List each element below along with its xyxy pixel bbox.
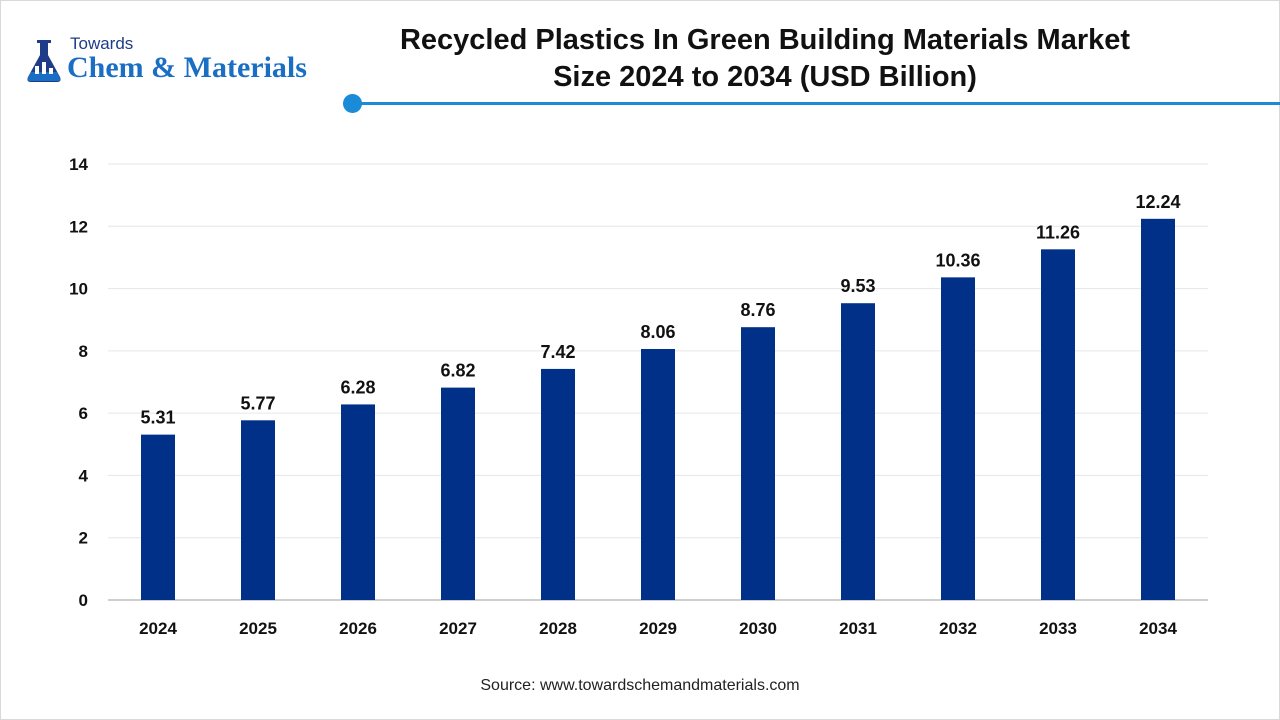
- brand-towards: Towards: [70, 34, 134, 53]
- y-tick-label: 2: [79, 529, 88, 548]
- data-label: 6.28: [340, 377, 375, 397]
- bar: [441, 387, 475, 600]
- y-tick-label: 6: [79, 404, 88, 423]
- chart-title-line-2: Size 2024 to 2034 (USD Billion): [553, 61, 977, 93]
- x-tick-label: 2033: [1039, 619, 1077, 638]
- data-label: 5.77: [240, 393, 275, 413]
- x-tick-label: 2024: [139, 619, 177, 638]
- title-rule: [352, 102, 1280, 105]
- bar: [241, 420, 275, 600]
- x-tick-label: 2028: [539, 619, 577, 638]
- flask-icon: [27, 40, 61, 82]
- brand-name: Chem & Materials: [67, 51, 307, 84]
- data-label: 6.82: [440, 361, 475, 381]
- chart-title: Recycled Plastics In Green Building Mate…: [330, 22, 1200, 96]
- x-tick-label: 2025: [239, 619, 277, 638]
- x-tick-label: 2032: [939, 619, 977, 638]
- chart-title-line-1: Recycled Plastics In Green Building Mate…: [399, 24, 1131, 56]
- y-tick-label: 0: [79, 591, 88, 610]
- data-label: 5.31: [140, 408, 175, 428]
- y-tick-label: 14: [69, 155, 88, 174]
- data-label: 12.24: [1135, 192, 1180, 212]
- title-rule-dot: [343, 94, 362, 113]
- bar: [541, 368, 575, 600]
- bar: [141, 434, 175, 600]
- y-tick-label: 10: [69, 280, 88, 299]
- data-label: 11.26: [1036, 222, 1080, 242]
- bar: [1041, 249, 1075, 600]
- y-tick-label: 8: [79, 342, 88, 361]
- data-label: 8.76: [740, 300, 775, 320]
- data-label: 7.42: [540, 342, 575, 362]
- data-label: 10.36: [935, 250, 980, 270]
- x-tick-label: 2029: [639, 619, 677, 638]
- x-tick-label: 2027: [439, 619, 477, 638]
- data-label: 9.53: [840, 276, 875, 296]
- bar: [341, 404, 375, 600]
- data-label: 8.06: [640, 322, 675, 342]
- bar: [641, 348, 675, 600]
- brand-logo: Towards Chem & Materials: [22, 34, 342, 90]
- bar: [1141, 218, 1175, 600]
- x-tick-label: 2034: [1139, 619, 1177, 638]
- x-tick-label: 2030: [739, 619, 777, 638]
- y-tick-label: 12: [69, 217, 88, 236]
- x-tick-label: 2031: [839, 619, 877, 638]
- bar: [941, 277, 975, 600]
- y-tick-label: 4: [79, 466, 89, 485]
- bar: [741, 327, 775, 600]
- source-note: Source: www.towardschemandmaterials.com: [480, 677, 800, 694]
- x-tick-label: 2026: [339, 619, 377, 638]
- bar: [841, 303, 875, 600]
